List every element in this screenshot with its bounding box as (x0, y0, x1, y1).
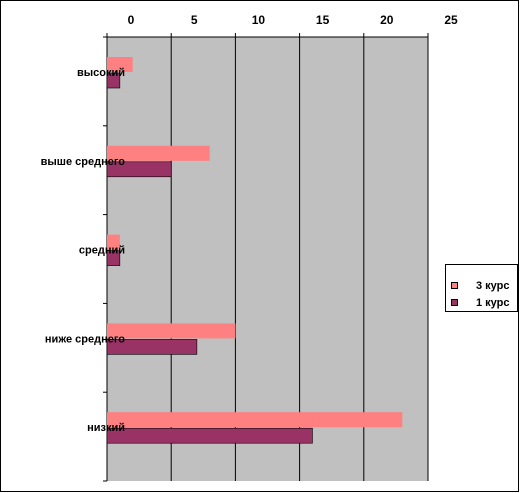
bar-2 (106, 72, 121, 89)
legend-label-series-2: 1 курс (476, 297, 510, 309)
bar-1 (107, 323, 236, 339)
bar-1 (107, 57, 133, 72)
x-tick-label: 5 (191, 13, 198, 27)
legend-swatch-series-2 (451, 299, 458, 306)
x-tick-label: 25 (444, 13, 458, 27)
legend-item-series-1: 3 курс (450, 279, 516, 293)
bar-2 (106, 339, 198, 355)
category-label: выше среднего (41, 156, 126, 168)
plot-area (107, 37, 428, 481)
category-label: высокий (77, 67, 125, 79)
bar-2 (106, 161, 172, 178)
bar-1 (107, 145, 210, 161)
x-tick-label: 10 (252, 13, 266, 27)
x-tick-label: 15 (316, 13, 330, 27)
x-tick-label: 0 (128, 13, 135, 27)
category-label: средний (79, 245, 125, 257)
category-label: ниже среднего (45, 333, 125, 345)
bar-2 (106, 250, 121, 266)
bar-2 (106, 427, 313, 444)
category-label: низкий (87, 422, 125, 434)
chart-legend: 3 курс 1 курс (445, 264, 518, 312)
legend-swatch-series-1 (451, 282, 458, 289)
legend-label-series-1: 3 курс (476, 280, 510, 292)
bar-1 (107, 412, 403, 428)
x-tick-label: 20 (380, 13, 394, 27)
bar-1 (107, 234, 120, 250)
legend-item-series-2: 1 курс (450, 296, 516, 310)
